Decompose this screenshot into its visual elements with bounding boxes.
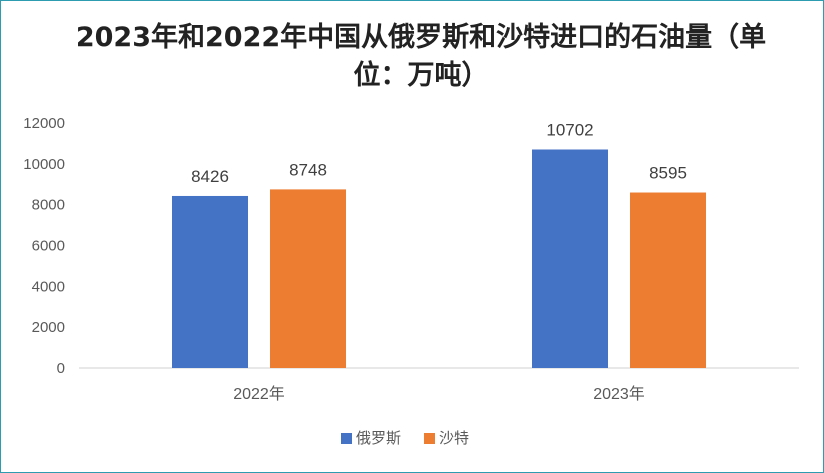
legend-item-russia[interactable]: 俄罗斯 xyxy=(341,430,401,447)
y-tick-label: 0 xyxy=(57,360,65,377)
bar-russia-1 xyxy=(532,149,608,368)
y-axis-ticks: 0 2000 4000 6000 8000 10000 12000 xyxy=(23,115,65,377)
data-label: 8595 xyxy=(649,164,687,183)
legend[interactable]: 俄罗斯 沙特 xyxy=(341,430,469,447)
legend-swatch xyxy=(341,433,352,444)
legend-label: 沙特 xyxy=(439,430,469,447)
x-axis-labels: 2022年 2023年 xyxy=(233,385,645,403)
legend-label: 俄罗斯 xyxy=(356,430,401,447)
data-label: 10702 xyxy=(546,121,593,140)
y-tick-label: 4000 xyxy=(32,278,65,295)
y-tick-label: 8000 xyxy=(32,197,65,214)
x-tick-label: 2023年 xyxy=(593,385,645,403)
y-tick-label: 10000 xyxy=(23,156,65,173)
legend-swatch xyxy=(424,433,435,444)
legend-item-saudi[interactable]: 沙特 xyxy=(424,430,469,447)
bar-saudi-1 xyxy=(630,192,706,368)
chart-title: 2023年和2022年中国从俄罗斯和沙特进口的石油量（单位：万吨） xyxy=(75,22,767,91)
y-tick-label: 12000 xyxy=(23,115,65,132)
data-label: 8748 xyxy=(289,160,327,179)
data-label: 8426 xyxy=(191,167,229,186)
bar-russia-0 xyxy=(172,195,248,368)
bar-saudi-0 xyxy=(270,189,346,368)
x-tick-label: 2022年 xyxy=(233,385,285,403)
y-tick-label: 6000 xyxy=(32,238,65,255)
y-tick-label: 2000 xyxy=(32,319,65,336)
bars xyxy=(172,149,706,368)
data-labels: 8426 8748 10702 8595 xyxy=(191,121,687,186)
